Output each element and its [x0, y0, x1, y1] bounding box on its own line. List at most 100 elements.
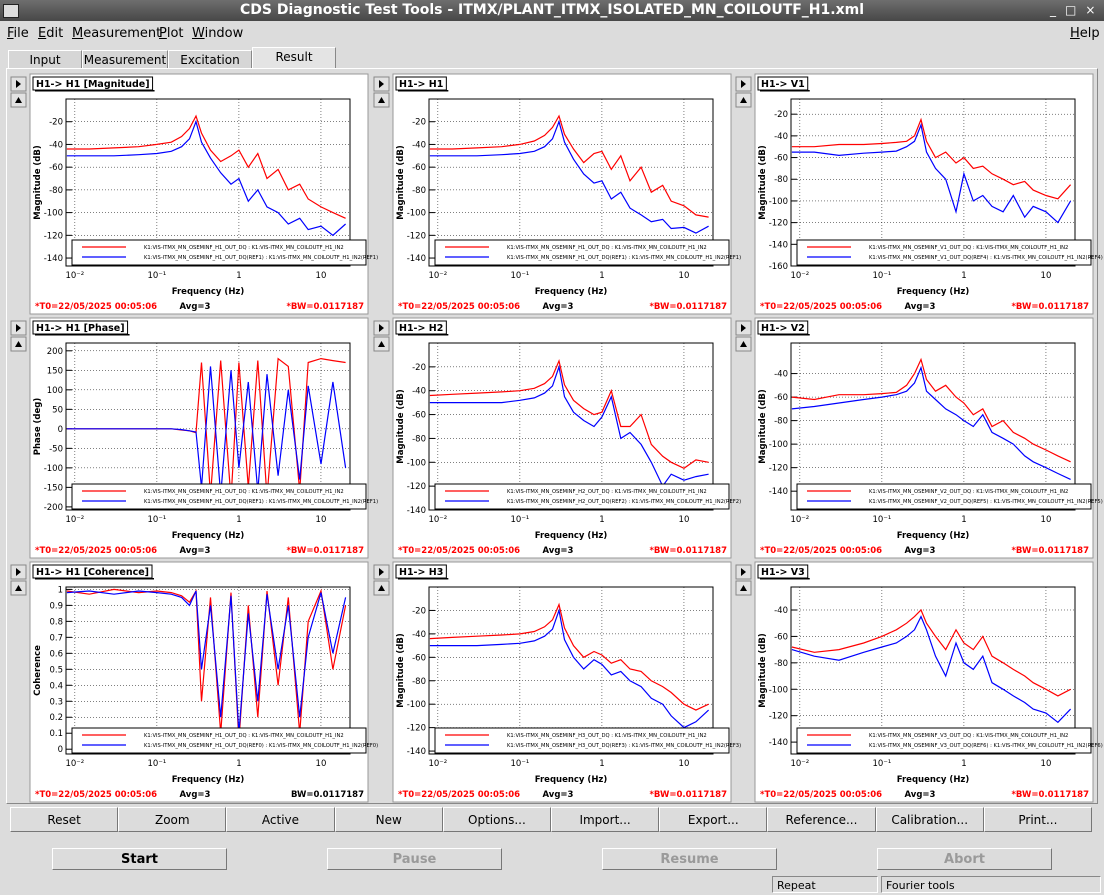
control-button[interactable]: Start	[52, 848, 227, 870]
y-tick-label: -100	[44, 209, 63, 219]
menu-item[interactable]: Measurement	[72, 26, 162, 41]
trace	[429, 358, 709, 469]
arrow-icon	[378, 97, 385, 103]
y-tick-label: -80	[774, 417, 788, 427]
plot-frame	[428, 586, 714, 755]
plot-annotation: *T0=22/05/2025 00:05:06	[35, 546, 157, 556]
menu-item[interactable]: Edit	[38, 26, 64, 41]
x-tick-label: 10⁻²	[428, 515, 447, 525]
plot-shadow	[760, 334, 810, 336]
y-tick-label: 0	[58, 745, 63, 755]
y-axis-label: Magnitude (dB)	[758, 633, 768, 708]
button[interactable]: Reset	[10, 807, 119, 832]
y-tick-label: -60	[412, 163, 426, 173]
plot-title: H1-> H1	[399, 79, 443, 90]
button[interactable]: Export...	[659, 807, 768, 832]
plot-annotation: *BW=0.0117187	[649, 546, 727, 556]
plot-shadow	[35, 334, 130, 336]
menu-item[interactable]: Window	[192, 26, 244, 41]
window-icon[interactable]	[3, 4, 19, 18]
button[interactable]: Zoom	[118, 807, 227, 832]
x-tick-label: 10⁻¹	[873, 271, 892, 281]
y-tick-label: 0.3	[49, 697, 63, 707]
plot-annotation: *T0=22/05/2025 00:05:06	[760, 302, 882, 312]
plot-annotation: Avg=3	[180, 302, 211, 312]
menu-item[interactable]: File	[7, 26, 29, 41]
button[interactable]: Import...	[551, 807, 660, 832]
x-axis-label: Frequency (Hz)	[897, 531, 970, 541]
legend-entry: K1:VIS-ITMX_MN_OSEMINF_H3_OUT_DQ : K1:VI…	[507, 733, 707, 739]
legend-entry: K1:VIS-ITMX_MN_OSEMINF_H1_OUT_DQ : K1:VI…	[144, 733, 344, 739]
x-tick-label: 1	[961, 759, 966, 769]
plot-title: H1-> V3	[761, 567, 805, 578]
y-tick-label: -60	[774, 632, 788, 642]
trace	[66, 590, 347, 734]
arrow-icon	[16, 568, 21, 576]
x-axis-label: Frequency (Hz)	[535, 775, 608, 785]
y-tick-label: -50	[49, 444, 63, 454]
x-tick-label: 10⁻²	[428, 271, 447, 281]
arrow-icon	[740, 341, 747, 347]
plot-frame	[790, 586, 1076, 755]
button[interactable]: New	[334, 807, 443, 832]
y-tick-label: 0.7	[49, 633, 63, 643]
plot-annotation: *T0=22/05/2025 00:05:06	[760, 790, 882, 800]
x-tick-label: 10	[1041, 515, 1052, 525]
window-controls[interactable]: _□×	[1050, 3, 1104, 17]
plot-annotation: Avg=3	[905, 790, 936, 800]
button[interactable]: Print...	[983, 807, 1092, 832]
arrow-icon	[378, 585, 385, 591]
result-pane	[6, 68, 1098, 804]
y-tick-label: -80	[49, 186, 63, 196]
y-tick-label: -60	[412, 653, 426, 663]
x-tick-label: 10	[679, 515, 690, 525]
legend-box	[71, 727, 367, 754]
legend-entry: K1:VIS-ITMX_MN_OSEMINF_H2_OUT_DQ : K1:VI…	[507, 489, 707, 495]
control-button[interactable]: Resume	[602, 848, 777, 870]
y-tick-label: 0	[58, 425, 63, 435]
tab[interactable]: Measurement	[82, 50, 168, 69]
plot-frame	[790, 342, 1076, 511]
button[interactable]: Options...	[442, 807, 551, 832]
x-tick-label: 10⁻¹	[148, 759, 167, 769]
menu-item[interactable]: Plot	[159, 26, 184, 41]
trace	[791, 608, 1071, 697]
plot-panel	[754, 561, 1094, 803]
x-axis-label: Frequency (Hz)	[172, 287, 245, 297]
legend-entry: K1:VIS-ITMX_MN_OSEMINF_V3_OUT_DQ : K1:VI…	[869, 733, 1068, 739]
button[interactable]: Reference...	[767, 807, 876, 832]
button[interactable]: Calibration...	[875, 807, 984, 832]
plot-frame	[65, 586, 351, 755]
trace	[791, 122, 1072, 224]
legend-box	[796, 483, 1092, 510]
plot-annotation: *T0=22/05/2025 00:05:06	[35, 790, 157, 800]
plot-annotation: Avg=3	[180, 546, 211, 556]
arrow-icon	[16, 80, 21, 88]
y-tick-label: -120	[44, 231, 63, 241]
tab[interactable]: Excitation	[168, 50, 252, 69]
arrow-icon	[740, 97, 747, 103]
control-button[interactable]: Abort	[877, 848, 1052, 870]
legend-entry: K1:VIS-ITMX_MN_OSEMINF_H1_OUT_DQ(REF1) :…	[144, 255, 378, 261]
tab[interactable]: Input	[8, 50, 82, 69]
x-tick-label: 10	[316, 759, 327, 769]
tab-selected[interactable]: Result	[252, 47, 336, 69]
plot-annotation: *BW=0.0117187	[1011, 790, 1089, 800]
arrow-icon	[379, 80, 384, 88]
legend-box	[796, 727, 1092, 754]
menu-bar: File Edit Measurement Plot Window Help	[0, 23, 1104, 44]
plot-panel	[392, 561, 732, 803]
arrow-icon	[741, 80, 746, 88]
menu-item[interactable]: Help	[1070, 26, 1100, 41]
plot-title: H1-> H1 [Phase]	[36, 323, 125, 334]
button[interactable]: Active	[226, 807, 335, 832]
y-tick-label: -150	[44, 483, 63, 493]
x-tick-label: 1	[236, 271, 241, 281]
control-button[interactable]: Pause	[327, 848, 502, 870]
y-tick-label: -40	[774, 132, 788, 142]
y-tick-label: -40	[412, 630, 426, 640]
plot-annotation: *T0=22/05/2025 00:05:06	[35, 302, 157, 312]
plot-frame	[65, 342, 351, 511]
legend-entry: K1:VIS-ITMX_MN_OSEMINF_H1_OUT_DQ(REF1) :…	[507, 255, 741, 261]
x-tick-label: 10	[1041, 759, 1052, 769]
